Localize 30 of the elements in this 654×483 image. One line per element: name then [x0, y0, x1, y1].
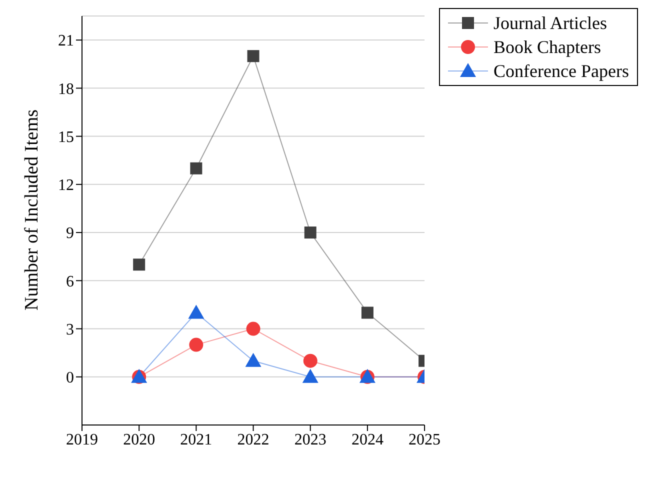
x-tick-label: 2025	[408, 431, 441, 448]
legend-label: Journal Articles	[494, 12, 608, 35]
x-tick-label: 2020	[123, 431, 156, 448]
y-tick-label: 15	[58, 128, 74, 146]
x-tick-label: 2024	[351, 431, 384, 448]
point	[245, 352, 262, 367]
y-axis-title: Number of Included Items	[22, 109, 43, 310]
point	[246, 322, 260, 336]
y-tick-label: 3	[66, 321, 74, 338]
x-tick-label: 2021	[180, 431, 212, 448]
y-tick-label: 12	[58, 177, 74, 194]
point	[133, 258, 146, 271]
point	[188, 304, 204, 319]
point	[303, 354, 318, 368]
y-tick-label: 0	[66, 370, 74, 387]
y-tick-label: 9	[66, 225, 74, 242]
y-tick-label: 18	[58, 80, 74, 98]
point	[189, 338, 204, 352]
legend-label: Book Chapters	[494, 36, 602, 59]
point	[304, 226, 316, 239]
point	[247, 50, 260, 62]
y-tick-label: 21	[58, 32, 74, 50]
x-tick-label: 2022	[237, 431, 270, 448]
x-tick-label: 2019	[66, 431, 98, 448]
legend-label: Conference Papers	[494, 60, 629, 83]
point	[302, 368, 318, 383]
x-tick-label: 2023	[294, 431, 326, 448]
point	[190, 162, 202, 174]
point	[361, 306, 374, 319]
y-tick-label: 6	[66, 273, 74, 290]
